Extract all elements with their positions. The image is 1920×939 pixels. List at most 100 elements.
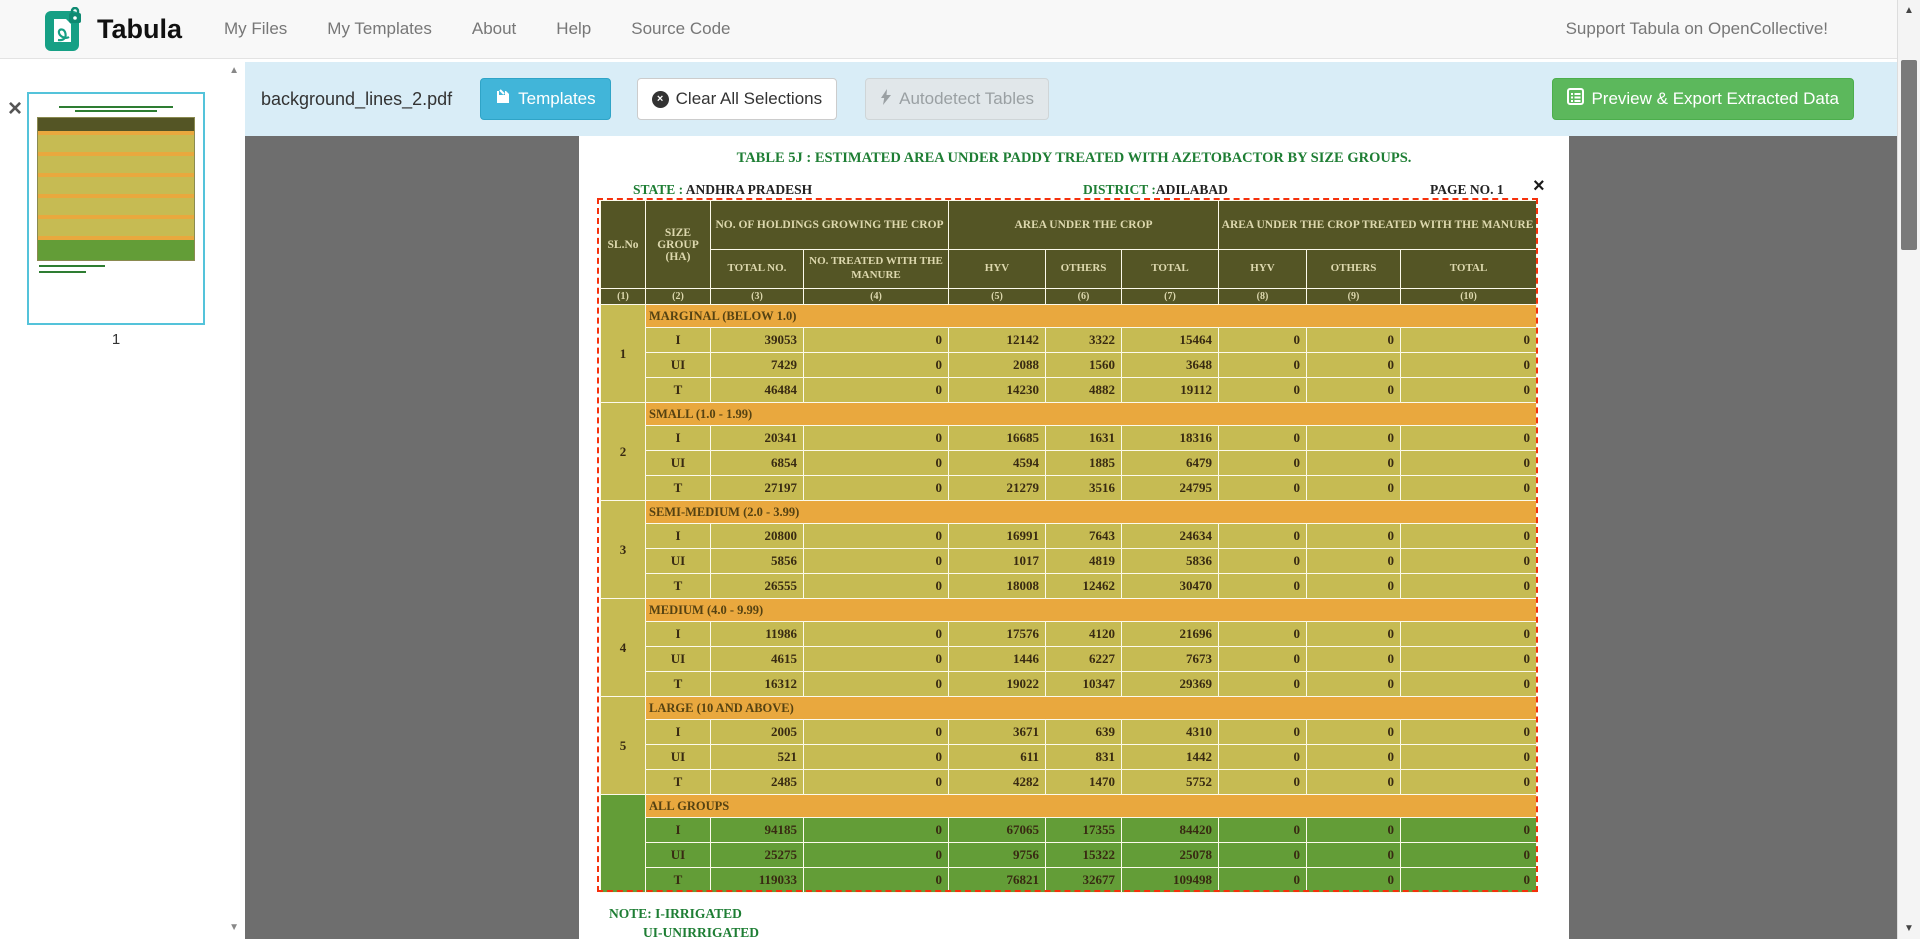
value-cell: 0 <box>1218 769 1308 795</box>
value-cell: 0 <box>1400 744 1538 770</box>
col-treated-group: AREA UNDER THE CROP TREATED WITH THE MAN… <box>1218 200 1538 250</box>
value-cell: 94185 <box>710 817 804 843</box>
scrollbar-up-icon[interactable]: ▲ <box>1904 5 1914 16</box>
group-slno: 2 <box>600 402 646 501</box>
row-type-cell: I <box>645 719 711 745</box>
group-label: LARGE (10 AND ABOVE) <box>644 696 1538 720</box>
scrollbar-down-icon[interactable]: ▼ <box>1904 923 1914 934</box>
value-cell: 15464 <box>1121 327 1220 353</box>
tabula-logo-icon[interactable] <box>45 6 85 51</box>
nav-my-templates[interactable]: My Templates <box>327 19 432 38</box>
value-cell: 16312 <box>710 671 804 697</box>
top-navbar: Tabula My Files My Templates About Help … <box>0 0 1920 59</box>
col-holdings-group: NO. OF HOLDINGS GROWING THE CROP <box>709 200 950 250</box>
page-number-field: PAGE NO. 1 <box>1430 182 1504 197</box>
value-cell: 0 <box>1400 573 1538 599</box>
value-cell: 3648 <box>1121 352 1220 378</box>
table-row: UI 521 0 611 831 1442 0 0 0 <box>600 744 1538 770</box>
group-label: SMALL (1.0 - 1.99) <box>644 402 1538 426</box>
value-cell: 0 <box>802 842 950 868</box>
col-area-group: AREA UNDER THE CROP <box>948 200 1220 250</box>
value-cell: 0 <box>802 817 950 843</box>
value-cell: 30470 <box>1121 573 1220 599</box>
page-scrollbar[interactable]: ▲ ▼ <box>1897 0 1920 939</box>
autodetect-tables-button[interactable]: Autodetect Tables <box>865 78 1049 120</box>
value-cell: 3516 <box>1045 475 1123 501</box>
preview-export-button[interactable]: Preview & Export Extracted Data <box>1552 78 1854 120</box>
brand-title[interactable]: Tabula <box>97 13 183 44</box>
value-cell: 3671 <box>948 719 1047 745</box>
value-cell: 0 <box>802 719 950 745</box>
value-cell: 1017 <box>948 548 1047 574</box>
value-cell: 0 <box>1218 573 1308 599</box>
nav-help[interactable]: Help <box>556 19 592 38</box>
group-slno: 4 <box>600 598 646 697</box>
value-cell: 27197 <box>710 475 804 501</box>
section-row: 1 MARGINAL (BELOW 1.0) <box>600 304 1538 403</box>
content-area: × 1 ▲ ▼ background_lines_2.pdf <box>0 59 1920 939</box>
group-slno: 3 <box>600 500 646 599</box>
toolbar: background_lines_2.pdf Templates × Clear… <box>245 62 1897 136</box>
selection-close-icon[interactable]: × <box>1533 175 1545 197</box>
table-row: T 26555 0 18008 12462 30470 0 0 0 <box>600 573 1538 599</box>
group-slno: 1 <box>600 304 646 403</box>
page-thumbnail[interactable] <box>27 92 205 325</box>
value-cell: 0 <box>802 744 950 770</box>
support-link[interactable]: Support Tabula on OpenCollective! <box>1565 19 1828 38</box>
table-row: T 16312 0 19022 10347 29369 0 0 0 <box>600 671 1538 697</box>
value-cell: 2005 <box>710 719 804 745</box>
clear-all-selections-button[interactable]: × Clear All Selections <box>636 78 838 120</box>
value-cell: 2088 <box>948 352 1047 378</box>
row-type-cell: I <box>645 817 711 843</box>
value-cell: 119033 <box>710 867 804 893</box>
pdf-page: TABLE 5J : ESTIMATED AREA UNDER PADDY TR… <box>579 136 1569 939</box>
value-cell: 0 <box>1218 548 1308 574</box>
row-type-cell: T <box>645 671 711 697</box>
value-cell: 1470 <box>1045 769 1123 795</box>
flash-icon <box>880 88 892 110</box>
value-cell: 521 <box>710 744 804 770</box>
group-label: SEMI-MEDIUM (2.0 - 3.99) <box>644 500 1538 524</box>
sidebar-scroll-up-icon[interactable]: ▲ <box>229 65 239 76</box>
value-cell: 0 <box>1218 352 1308 378</box>
templates-button[interactable]: Templates <box>480 78 611 120</box>
col-hyv: HYV <box>948 249 1047 289</box>
table-selection-overlay[interactable] <box>597 198 1538 892</box>
remove-page-icon[interactable]: × <box>8 95 23 122</box>
value-cell: 109498 <box>1121 867 1220 893</box>
sidebar-scroll-down-icon[interactable]: ▼ <box>229 922 239 933</box>
main-nav: My Files My Templates About Help Source … <box>224 19 730 39</box>
document-subheader: STATE : ANDHRA PRADESH DISTRICT :ADILABA… <box>579 182 1569 200</box>
value-cell: 14230 <box>948 377 1047 403</box>
value-cell: 19022 <box>948 671 1047 697</box>
value-cell: 0 <box>1400 646 1538 672</box>
table-row: I 11986 0 17576 4120 21696 0 0 0 <box>600 621 1538 647</box>
nav-about[interactable]: About <box>471 19 517 38</box>
nav-my-files[interactable]: My Files <box>224 19 288 38</box>
row-type-cell: I <box>645 425 711 451</box>
value-cell: 0 <box>1400 523 1538 549</box>
nav-source-code[interactable]: Source Code <box>631 19 731 38</box>
value-cell: 2485 <box>710 769 804 795</box>
scrollbar-thumb[interactable] <box>1901 60 1917 250</box>
document-title: TABLE 5J : ESTIMATED AREA UNDER PADDY TR… <box>736 150 1412 166</box>
value-cell: 4120 <box>1045 621 1123 647</box>
col-others-treated: OTHERS <box>1306 249 1402 289</box>
thumb-mini-table <box>37 117 195 261</box>
value-cell: 0 <box>1306 548 1402 574</box>
thumb-note-line <box>39 265 106 267</box>
row-type-cell: UI <box>645 646 711 672</box>
value-cell: 16685 <box>948 425 1047 451</box>
value-cell: 0 <box>1218 377 1308 403</box>
value-cell: 0 <box>1400 548 1538 574</box>
section-row: 5 LARGE (10 AND ABOVE) <box>600 696 1538 795</box>
value-cell: 5836 <box>1121 548 1220 574</box>
value-cell: 67065 <box>948 817 1047 843</box>
value-cell: 4819 <box>1045 548 1123 574</box>
value-cell: 4882 <box>1045 377 1123 403</box>
col-size-group: SIZE GROUP (HA) <box>645 200 711 289</box>
value-cell: 5856 <box>710 548 804 574</box>
value-cell: 0 <box>1218 817 1308 843</box>
value-cell: 0 <box>1218 842 1308 868</box>
data-table: SL.No SIZE GROUP (HA) NO. OF HOLDINGS GR… <box>600 200 1538 893</box>
